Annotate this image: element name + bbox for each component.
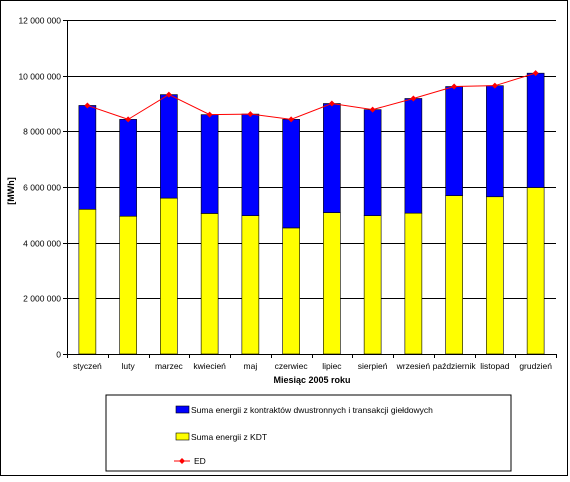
x-tick-label: lipiec <box>322 361 342 371</box>
bar-kdt <box>363 215 382 355</box>
bar-bilateral <box>200 114 219 214</box>
legend-label-kdt: Suma energii z KDT <box>191 432 267 442</box>
bar-bilateral <box>78 105 97 210</box>
x-tick-label: luty <box>122 361 136 371</box>
ed-point <box>206 111 213 118</box>
ed-point <box>491 82 498 89</box>
ed-line <box>84 70 539 123</box>
y-tick-label: 0 <box>56 350 61 360</box>
y-tick-label: 8 000 000 <box>23 127 61 137</box>
bar-bilateral <box>241 113 260 216</box>
bar-kdt <box>445 195 463 355</box>
legend-label-ed: ED <box>194 456 206 466</box>
x-tick-label: grudzień <box>519 361 552 371</box>
ed-point <box>84 102 91 109</box>
ed-point <box>125 116 132 123</box>
ed-polyline <box>87 72 536 120</box>
bar-kdt <box>486 196 504 355</box>
ed-point <box>369 106 376 113</box>
ed-point <box>451 83 458 90</box>
ed-point <box>165 91 172 98</box>
bar-bilateral <box>282 119 300 229</box>
bar-kdt <box>241 215 260 355</box>
bar-kdt <box>323 212 341 355</box>
x-tick-label: kwiecień <box>193 361 226 371</box>
legend-marker-ed <box>179 458 185 464</box>
bar-kdt <box>78 208 97 355</box>
bar-kdt <box>404 212 423 355</box>
legend-label-bilateral: Suma energii z kontraktów dwustronnych i… <box>191 405 433 415</box>
legend-box <box>105 394 512 472</box>
bar-bilateral <box>526 72 545 188</box>
legend: Suma energii z kontraktów dwustronnych i… <box>105 394 512 472</box>
y-tick-label: 4 000 000 <box>23 239 61 249</box>
x-tick-label: marzec <box>155 361 184 371</box>
bar-kdt <box>119 215 137 355</box>
x-axis-title: Miesiąc 2005 roku <box>273 375 350 385</box>
bar-kdt <box>526 187 545 355</box>
ed-point <box>328 100 335 107</box>
bar-bilateral <box>119 119 137 217</box>
bar-bilateral <box>323 103 341 213</box>
bar-bilateral <box>445 86 463 196</box>
legend-swatch-bilateral <box>175 405 190 414</box>
x-tick-label: czerwiec <box>275 361 309 371</box>
bar-bilateral <box>363 109 382 216</box>
x-tick-label: styczeń <box>73 361 102 371</box>
bars <box>78 72 545 355</box>
ed-point <box>288 116 295 123</box>
ed-point <box>410 95 417 102</box>
bar-bilateral <box>486 85 504 198</box>
x-tick-label: maj <box>244 361 258 371</box>
legend-swatch-kdt <box>175 432 190 441</box>
y-tick-label: 2 000 000 <box>23 294 61 304</box>
x-tick-label: październik <box>433 361 477 371</box>
x-tick-label: wrzesień <box>396 361 431 371</box>
bar-kdt <box>282 227 300 355</box>
x-tick-label: sierpień <box>358 361 388 371</box>
x-tick-label: listopad <box>480 361 510 371</box>
bar-kdt <box>160 197 178 355</box>
axes: 0 2 000 000 4 000 000 6 000 000 8 000 000 10 … <box>18 16 557 371</box>
bar-bilateral <box>404 98 423 214</box>
ed-point <box>247 111 254 118</box>
gridlines <box>67 20 556 299</box>
y-axis-title: [MWh] <box>6 177 16 204</box>
y-tick-label: 6 000 000 <box>23 183 61 193</box>
bar-bilateral <box>160 94 178 199</box>
y-tick-label: 10 000 000 <box>18 72 61 82</box>
bar-kdt <box>200 213 219 355</box>
y-tick-label: 12 000 000 <box>18 16 61 26</box>
ed-point <box>532 70 539 77</box>
